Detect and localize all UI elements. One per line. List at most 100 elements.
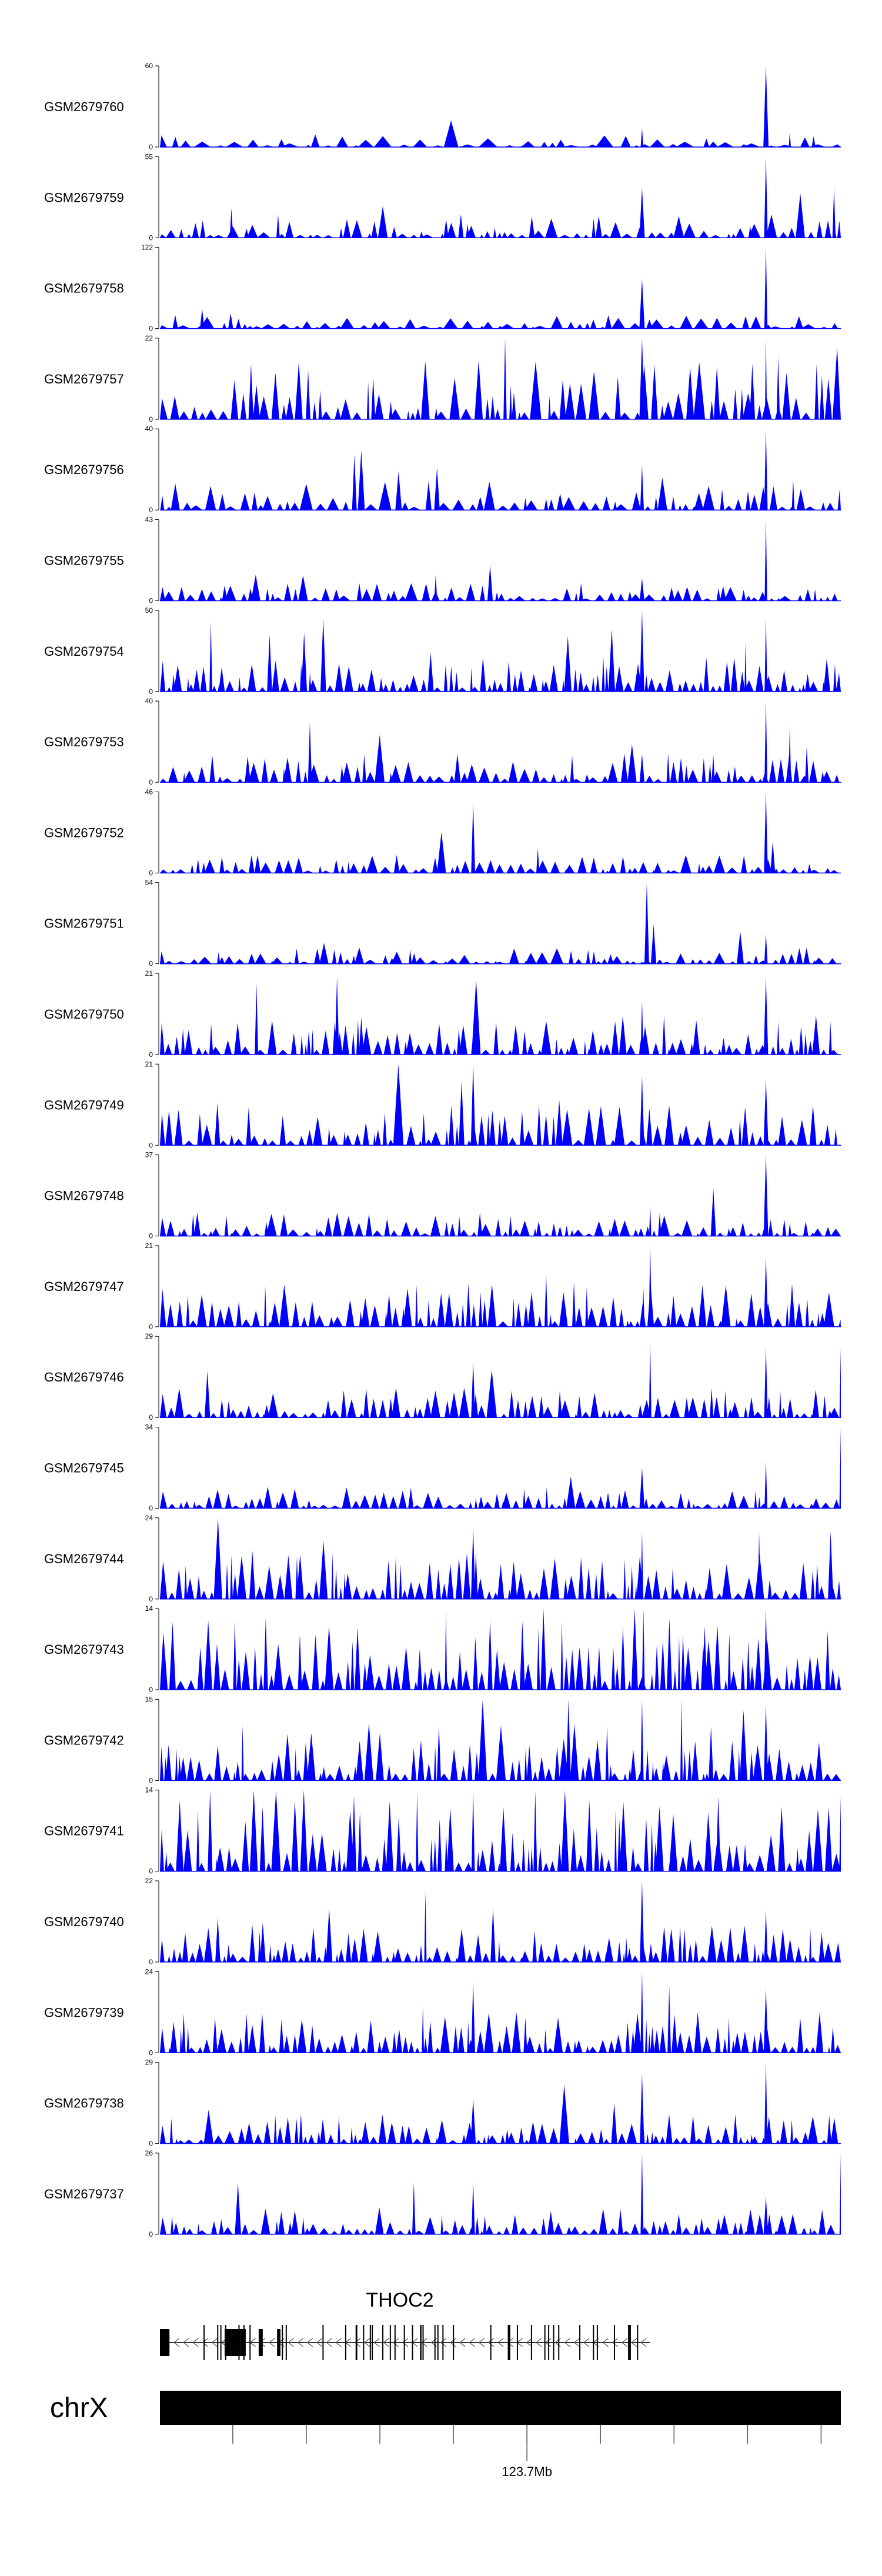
gene-exon [363,2325,365,2360]
gene-exon [420,2325,422,2360]
strand-arrow [507,2338,513,2347]
coverage-area [160,1881,841,1962]
track-label: GSM2679759 [44,190,124,205]
strand-arrow [487,2338,495,2347]
y-min-label: 0 [149,1050,153,1059]
y-min-label: 0 [149,233,153,242]
gene-exon [558,2325,560,2360]
coverage-tracks: GSM2679760600GSM2679759550GSM26797581220… [44,62,841,2238]
gene-label-thoc2: THOC2 [366,2289,433,2311]
strand-arrow [469,2338,475,2347]
track-label: GSM2679754 [44,644,124,659]
coverage-area [160,1427,841,1509]
gene-exon [389,2325,391,2360]
y-max-label: 40 [145,697,153,705]
track-GSM2679759: GSM2679759 55 0 [44,152,841,242]
track-axis: 21 0 [145,1242,159,1331]
y-max-label: 50 [145,606,153,615]
track-axis: 29 0 [145,2058,159,2148]
track-axis: 43 0 [145,516,159,605]
track-GSM2679746: GSM2679746 29 0 [44,1332,841,1422]
strand-arrow [326,2338,332,2347]
coverage-area [160,1064,837,1146]
y-max-label: 43 [145,516,153,524]
track-GSM2679740: GSM2679740 22 0 [44,1877,841,1966]
strand-arrow [421,2338,427,2347]
track-GSM2679739: GSM2679739 24 0 [44,1967,841,2057]
track-label: GSM2679751 [44,916,124,931]
track-axis: 40 0 [145,697,159,786]
track-label: GSM2679758 [44,281,124,296]
y-max-label: 22 [145,334,153,342]
track-axis: 22 0 [145,334,159,423]
track-label: GSM2679750 [44,1007,124,1022]
gene-exon [235,2329,240,2356]
track-label: GSM2679760 [44,99,124,114]
track-label: GSM2679747 [44,1279,124,1294]
strand-arrow [173,2338,180,2347]
coverage-area [160,610,841,692]
strand-arrow [392,2338,399,2347]
gene-model-thoc2 [160,2325,650,2360]
track-axis: 37 0 [145,1151,159,1240]
y-max-label: 14 [145,1604,153,1613]
track-GSM2679752: GSM2679752 46 0 [44,788,841,877]
gene-exon [553,2325,554,2360]
coverage-area [160,977,838,1055]
y-min-label: 0 [149,778,153,786]
y-max-label: 55 [145,152,153,161]
y-min-label: 0 [149,869,153,877]
strand-arrow [526,2338,533,2347]
strand-arrow [192,2338,199,2347]
strand-arrow [478,2338,485,2347]
track-axis: 21 0 [145,969,159,1059]
y-max-label: 15 [145,1695,153,1703]
track-axis: 40 0 [145,425,159,514]
track-label: GSM2679743 [44,1642,124,1657]
gene-exon [243,2325,245,2360]
track-GSM2679737: GSM2679737 26 0 [44,2149,841,2238]
track-axis: 60 0 [145,62,159,151]
y-min-label: 0 [149,2048,153,2057]
strand-arrow [497,2338,504,2347]
y-min-label: 0 [149,1504,153,1513]
gene-exon [548,2325,550,2360]
gene-exon [258,2329,263,2356]
track-label: GSM2679746 [44,1370,124,1384]
strand-arrow [402,2338,409,2347]
track-axis: 14 0 [145,1786,159,1876]
y-max-label: 60 [145,62,153,70]
gene-exon [544,2325,546,2360]
gene-exon [507,2325,509,2360]
y-max-label: 122 [141,243,153,252]
coverage-area [160,66,841,147]
y-min-label: 0 [149,1867,153,1876]
y-max-label: 24 [145,1514,153,1522]
gene-exon [422,2325,424,2360]
y-min-label: 0 [149,960,153,968]
gene-exon [203,2325,205,2360]
chromosome-ideogram: chrX 123.7Mb [50,2391,841,2479]
track-GSM2679747: GSM2679747 21 0 [44,1242,841,1331]
y-max-label: 40 [145,425,153,433]
track-GSM2679750: GSM2679750 21 0 [44,969,841,1059]
gene-exon [637,2325,639,2360]
y-max-label: 54 [145,879,153,887]
track-GSM2679756: GSM2679756 40 0 [44,425,841,514]
gene-exon [628,2325,630,2360]
strand-arrow [306,2338,313,2347]
track-axis: 15 0 [145,1695,159,1784]
y-max-label: 29 [145,2058,153,2067]
y-min-label: 0 [149,1595,153,1603]
strand-arrow [268,2338,275,2347]
track-axis: 29 0 [145,1332,159,1422]
strand-arrow [288,2338,294,2347]
strand-arrow [564,2338,570,2347]
track-GSM2679758: GSM2679758 122 0 [44,243,841,333]
track-label: GSM2679744 [44,1551,124,1566]
gene-exon [516,2325,518,2360]
gene-exon [394,2325,396,2360]
gene-exon [225,2325,226,2360]
gene-exon [285,2325,287,2360]
